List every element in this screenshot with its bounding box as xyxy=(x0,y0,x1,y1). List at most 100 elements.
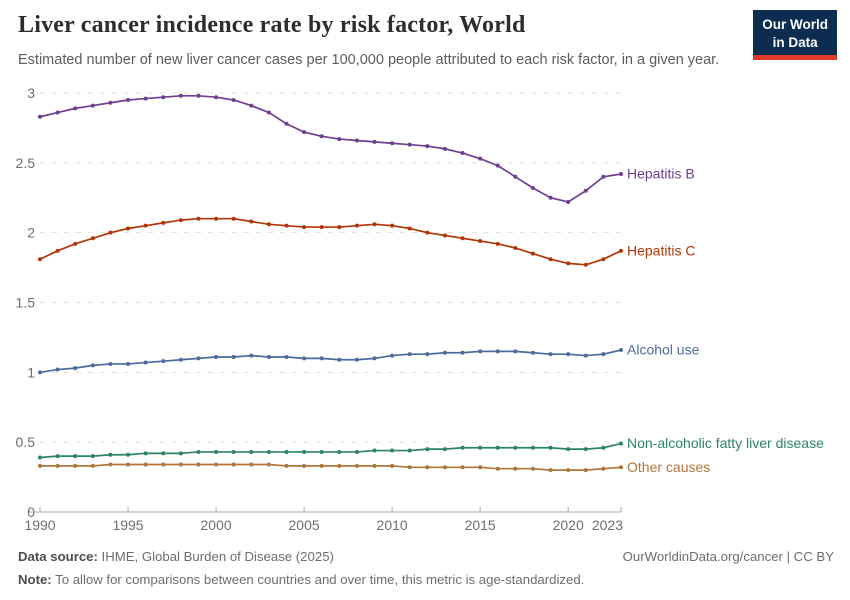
series-point-alcohol-use-1997 xyxy=(161,359,166,364)
series-point-hepatitis-c-2005 xyxy=(302,225,307,230)
series-point-other-causes-2005 xyxy=(302,463,307,468)
y-tick-label-1.5: 1.5 xyxy=(16,295,36,311)
series-point-hepatitis-b-2016 xyxy=(495,163,500,168)
series-point-other-causes-2002 xyxy=(249,462,254,467)
series-point-other-causes-2006 xyxy=(319,463,324,468)
series-point-hepatitis-c-2010 xyxy=(390,223,395,228)
series-point-hepatitis-b-2005 xyxy=(302,130,307,135)
series-point-other-causes-2021 xyxy=(583,468,588,473)
series-non-alcoholic-fatty-liver-disease[interactable]: Non-alcoholic fatty liver disease xyxy=(38,435,824,460)
series-point-hepatitis-c-2020 xyxy=(566,261,571,266)
series-point-hepatitis-c-2023 xyxy=(619,248,623,253)
series-point-hepatitis-b-2013 xyxy=(442,146,447,151)
series-point-other-causes-1997 xyxy=(161,462,166,467)
series-point-alcohol-use-2014 xyxy=(460,350,465,355)
series-point-alcohol-use-2004 xyxy=(284,354,289,359)
series-point-non-alcoholic-fatty-liver-disease-1994 xyxy=(108,452,113,457)
series-point-non-alcoholic-fatty-liver-disease-1996 xyxy=(143,451,148,456)
owid-logo-line2: in Data xyxy=(772,34,818,50)
series-hepatitis-c[interactable]: Hepatitis C xyxy=(38,216,695,267)
series-point-other-causes-1995 xyxy=(126,462,131,467)
series-point-other-causes-2003 xyxy=(266,462,271,467)
x-tick-label-2010: 2010 xyxy=(377,517,408,533)
series-point-non-alcoholic-fatty-liver-disease-2010 xyxy=(390,448,395,453)
series-point-other-causes-2011 xyxy=(407,465,412,470)
series-point-non-alcoholic-fatty-liver-disease-1993 xyxy=(90,454,95,459)
series-point-hepatitis-c-2019 xyxy=(548,257,553,262)
series-point-non-alcoholic-fatty-liver-disease-2022 xyxy=(601,445,606,450)
series-point-other-causes-1996 xyxy=(143,462,148,467)
series-point-hepatitis-c-1995 xyxy=(126,226,131,231)
series-point-non-alcoholic-fatty-liver-disease-2014 xyxy=(460,445,465,450)
series-point-hepatitis-c-2002 xyxy=(249,219,254,224)
series-point-alcohol-use-2009 xyxy=(372,356,377,361)
series-point-non-alcoholic-fatty-liver-disease-2015 xyxy=(478,445,483,450)
series-point-non-alcoholic-fatty-liver-disease-2002 xyxy=(249,449,254,454)
note-value: To allow for comparisons between countri… xyxy=(51,571,585,587)
series-point-non-alcoholic-fatty-liver-disease-2009 xyxy=(372,448,377,453)
series-point-alcohol-use-1990 xyxy=(38,370,42,375)
series-point-hepatitis-c-2013 xyxy=(442,233,447,238)
series-point-hepatitis-b-2023 xyxy=(619,172,623,177)
series-point-alcohol-use-2008 xyxy=(354,357,359,362)
series-point-hepatitis-c-1992 xyxy=(73,241,78,246)
series-point-non-alcoholic-fatty-liver-disease-2003 xyxy=(266,449,271,454)
series-point-other-causes-1991 xyxy=(55,463,60,468)
series-point-hepatitis-b-2009 xyxy=(372,139,377,144)
series-point-non-alcoholic-fatty-liver-disease-1999 xyxy=(196,449,201,454)
series-point-hepatitis-b-2012 xyxy=(425,144,430,149)
series-point-other-causes-1999 xyxy=(196,462,201,467)
series-point-non-alcoholic-fatty-liver-disease-2019 xyxy=(548,445,553,450)
owid-logo[interactable]: Our World in Data xyxy=(753,10,837,61)
license-text: OurWorldinData.org/cancer | CC BY xyxy=(622,549,834,564)
series-point-non-alcoholic-fatty-liver-disease-2005 xyxy=(302,449,307,454)
series-point-other-causes-2023 xyxy=(619,465,623,470)
series-point-alcohol-use-2015 xyxy=(478,349,483,354)
series-point-alcohol-use-1996 xyxy=(143,360,148,365)
series-point-other-causes-2001 xyxy=(231,462,236,467)
series-point-other-causes-1990 xyxy=(38,463,42,468)
series-point-non-alcoholic-fatty-liver-disease-2021 xyxy=(583,447,588,452)
series-label-alcohol-use[interactable]: Alcohol use xyxy=(627,341,700,357)
series-point-other-causes-1992 xyxy=(73,463,78,468)
series-point-other-causes-2015 xyxy=(478,465,483,470)
series-point-hepatitis-c-2003 xyxy=(266,222,271,227)
series-other-causes[interactable]: Other causes xyxy=(38,459,710,475)
series-label-other-causes[interactable]: Other causes xyxy=(627,459,710,475)
series-line-other-causes xyxy=(40,463,622,471)
series-point-non-alcoholic-fatty-liver-disease-2006 xyxy=(319,449,324,454)
series-point-other-causes-1998 xyxy=(178,462,183,467)
series-label-hepatitis-c[interactable]: Hepatitis C xyxy=(627,242,695,258)
series-point-alcohol-use-2001 xyxy=(231,354,236,359)
series-line-hepatitis-b xyxy=(39,94,622,203)
series-point-non-alcoholic-fatty-liver-disease-2008 xyxy=(354,449,359,454)
series-point-hepatitis-c-1996 xyxy=(143,223,148,228)
series-point-hepatitis-c-2021 xyxy=(583,262,588,267)
series-point-hepatitis-b-2002 xyxy=(249,103,254,108)
data-source-text: Data source: IHME, Global Burden of Dise… xyxy=(18,548,334,566)
series-label-non-alcoholic-fatty-liver-disease[interactable]: Non-alcoholic fatty liver disease xyxy=(627,435,824,451)
series-point-other-causes-2008 xyxy=(354,463,359,468)
x-tick-label-2005: 2005 xyxy=(289,517,320,533)
series-hepatitis-b[interactable]: Hepatitis B xyxy=(38,93,695,204)
series-point-alcohol-use-2011 xyxy=(407,352,412,357)
series-point-other-causes-2004 xyxy=(284,463,289,468)
note-text: Note: To allow for comparisons between c… xyxy=(18,571,834,589)
series-point-hepatitis-b-2001 xyxy=(231,97,236,102)
series-point-non-alcoholic-fatty-liver-disease-2007 xyxy=(337,449,342,454)
series-point-hepatitis-c-2004 xyxy=(284,223,289,228)
series-label-hepatitis-b[interactable]: Hepatitis B xyxy=(627,166,695,182)
series-point-other-causes-2000 xyxy=(214,462,219,467)
series-alcohol-use[interactable]: Alcohol use xyxy=(38,341,700,375)
series-point-alcohol-use-1998 xyxy=(178,357,183,362)
series-line-non-alcoholic-fatty-liver-disease xyxy=(39,442,622,459)
series-point-non-alcoholic-fatty-liver-disease-2000 xyxy=(214,449,219,454)
series-point-hepatitis-c-2001 xyxy=(231,216,236,221)
series-point-hepatitis-b-2004 xyxy=(284,121,289,126)
series-point-hepatitis-b-2011 xyxy=(407,142,412,147)
series-point-other-causes-2013 xyxy=(442,465,447,470)
series-point-hepatitis-c-1991 xyxy=(55,248,60,253)
series-point-hepatitis-c-2007 xyxy=(337,225,342,230)
series-point-non-alcoholic-fatty-liver-disease-2016 xyxy=(495,445,500,450)
y-tick-label-3: 3 xyxy=(27,85,35,101)
